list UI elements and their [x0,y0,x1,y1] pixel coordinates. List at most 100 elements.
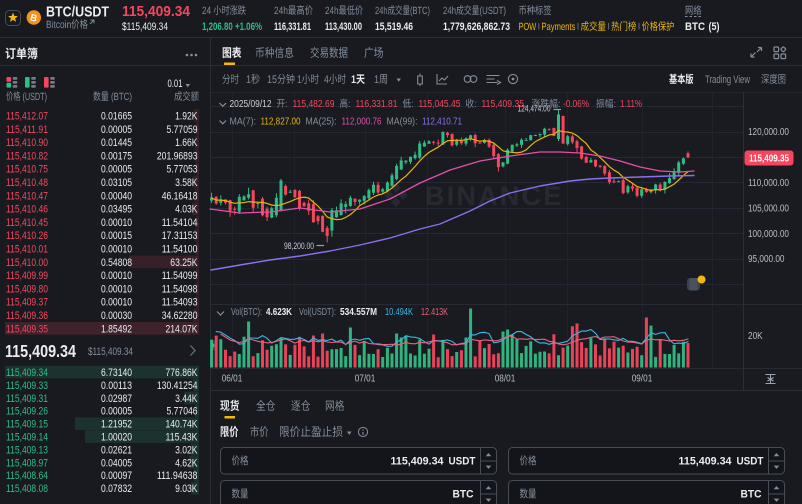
svg-text:-0.06%: -0.06% [563,99,589,110]
svg-text:0.00005: 0.00005 [101,124,132,136]
svg-text:15,519.46: 15,519.46 [375,21,413,33]
svg-text:115,408.64: 115,408.64 [6,470,48,482]
svg-text:0.00097: 0.00097 [101,470,132,482]
svg-text:4.623K: 4.623K [266,306,292,318]
svg-text:3.02K: 3.02K [175,444,198,456]
svg-text:115,410.46: 115,410.46 [6,204,48,216]
svg-text:0.00005: 0.00005 [101,406,132,418]
svg-text:1.11%: 1.11% [620,99,642,110]
svg-text:(5): (5) [709,21,720,33]
svg-text:B: B [29,12,38,24]
svg-text:115,409.35: 115,409.35 [6,323,48,335]
svg-text:115,482.69: 115,482.69 [293,99,335,110]
svg-text:111.94638: 111.94638 [157,470,198,482]
svg-text:115,409.33: 115,409.33 [6,380,48,392]
svg-text:116,331.81: 116,331.81 [356,99,398,110]
svg-text:3.58K: 3.58K [175,177,198,189]
svg-text:0.00113: 0.00113 [101,380,132,392]
svg-text:0.00015: 0.00015 [101,230,132,242]
svg-text:11.54098: 11.54098 [162,283,198,295]
svg-text:115,410.45: 115,410.45 [6,217,48,229]
svg-text:Trading View: Trading View [705,74,750,86]
svg-text:4.03K: 4.03K [175,204,198,216]
svg-text:115,410.90: 115,410.90 [6,137,48,149]
svg-text:115,409.35: 115,409.35 [749,153,789,164]
svg-text:0.00040: 0.00040 [101,190,132,202]
svg-text:1,206.80 +1.06%: 1,206.80 +1.06% [202,21,262,33]
svg-text:0.00010: 0.00010 [101,283,132,295]
svg-text:0.02987: 0.02987 [101,393,132,405]
svg-text:105,000.00: 105,000.00 [748,203,789,214]
svg-text:3.44K: 3.44K [175,393,198,405]
svg-text:115,409.34: 115,409.34 [122,3,191,20]
svg-text:11.54093: 11.54093 [162,297,198,309]
svg-text:5.77053: 5.77053 [167,164,198,176]
svg-text:115,409.34: 115,409.34 [391,456,445,468]
svg-text:$115,409.34: $115,409.34 [88,346,133,358]
svg-text:0.54808: 0.54808 [101,257,132,269]
svg-text:115,410.01: 115,410.01 [6,244,48,256]
svg-text:100,000.00: 100,000.00 [748,229,789,240]
svg-text:115,409.34: 115,409.34 [5,341,76,361]
svg-text:116,331.81: 116,331.81 [274,21,311,33]
svg-text:124,474.00: 124,474.00 [518,104,551,115]
svg-text:Vol(USDT):: Vol(USDT): [299,306,336,318]
svg-text:20K: 20K [748,331,763,342]
svg-text:12.413K: 12.413K [421,306,448,318]
svg-text:534.557M: 534.557M [340,306,377,318]
svg-text:214.07K: 214.07K [166,323,199,335]
svg-text:115,408.08: 115,408.08 [6,483,48,495]
svg-text:0.00010: 0.00010 [101,244,132,256]
svg-text:115,410.48: 115,410.48 [6,177,48,189]
svg-text:115,409.36: 115,409.36 [6,310,48,322]
svg-text:115,409.34: 115,409.34 [679,456,733,468]
svg-text:0.00030: 0.00030 [101,310,132,322]
svg-text:63.25K: 63.25K [170,257,198,269]
svg-text:776.86K: 776.86K [166,367,199,379]
svg-text:1.85492: 1.85492 [101,323,132,335]
svg-text:BTC: BTC [453,489,474,501]
svg-text:MA(25):: MA(25): [306,117,337,128]
svg-text:9.03K: 9.03K [175,483,198,495]
svg-text:140.74K: 140.74K [166,419,199,431]
svg-text:09/01: 09/01 [632,374,653,385]
svg-text:0.00010: 0.00010 [101,270,132,282]
svg-text:0.01665: 0.01665 [101,111,132,123]
svg-text:0.04005: 0.04005 [101,457,132,469]
svg-text:120,000.00: 120,000.00 [748,127,789,138]
svg-text:115,409.34: 115,409.34 [6,367,48,379]
svg-text:112,410.71: 112,410.71 [422,117,462,128]
svg-text:2025/09/12: 2025/09/12 [230,99,272,110]
svg-text:1,779,626,862.73: 1,779,626,862.73 [443,21,510,33]
svg-text:115,409.35,: 115,409.35, [482,99,527,110]
svg-text:130.41254: 130.41254 [157,380,198,392]
svg-text:10.494K: 10.494K [385,306,413,318]
svg-text:115,409.37: 115,409.37 [6,297,48,309]
svg-text:95,000.00: 95,000.00 [748,254,785,265]
svg-text:115,045.45: 115,045.45 [419,99,461,110]
svg-text:0.00010: 0.00010 [101,297,132,309]
svg-text:4.62K: 4.62K [175,457,198,469]
svg-text:0.01445: 0.01445 [101,137,132,149]
svg-text:0.03105: 0.03105 [101,177,132,189]
svg-text:0.00005: 0.00005 [101,164,132,176]
svg-text:0.03495: 0.03495 [101,204,132,216]
svg-text:115,410.47: 115,410.47 [6,190,48,202]
svg-text:1.21952: 1.21952 [101,419,132,431]
svg-text:115,409.13: 115,409.13 [6,444,48,456]
svg-text:115,409.31: 115,409.31 [6,393,48,405]
svg-text:112,827.00: 112,827.00 [261,117,301,128]
svg-text:115,410.26: 115,410.26 [6,230,48,242]
svg-text:MA(99):: MA(99): [387,117,418,128]
svg-text:1.92K: 1.92K [175,111,198,123]
svg-text:0.01: 0.01 [168,78,183,90]
svg-text:115,409.15: 115,409.15 [6,419,48,431]
svg-text:115,409.99: 115,409.99 [6,270,48,282]
svg-text:115,410.00: 115,410.00 [6,257,48,269]
svg-text:34.62280: 34.62280 [162,310,198,322]
svg-text:115,409.14: 115,409.14 [6,432,48,444]
svg-text:08/01: 08/01 [495,374,516,385]
svg-text:0.00175: 0.00175 [101,150,132,162]
svg-text:115,410.75: 115,410.75 [6,164,48,176]
svg-text:BTC: BTC [685,21,705,33]
